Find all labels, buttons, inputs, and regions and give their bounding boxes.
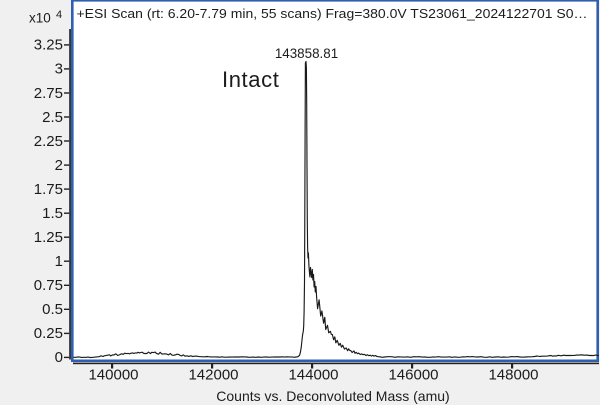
- svg-text:1: 1: [55, 253, 63, 270]
- svg-text:4: 4: [56, 9, 62, 21]
- svg-text:0: 0: [55, 349, 63, 366]
- svg-text:2.75: 2.75: [34, 85, 63, 102]
- svg-text:2.5: 2.5: [42, 109, 63, 126]
- svg-text:3: 3: [55, 61, 63, 78]
- svg-text:144000: 144000: [288, 367, 338, 384]
- svg-text:0.75: 0.75: [34, 277, 63, 294]
- svg-text:143858.81: 143858.81: [275, 46, 338, 61]
- svg-text:0.5: 0.5: [42, 301, 63, 318]
- svg-text:148000: 148000: [488, 367, 538, 384]
- svg-text:Intact: Intact: [222, 67, 279, 92]
- svg-text:Counts vs. Deconvoluted Mass (: Counts vs. Deconvoluted Mass (amu): [216, 388, 449, 404]
- svg-text:1.75: 1.75: [34, 181, 63, 198]
- svg-text:142000: 142000: [188, 367, 238, 384]
- svg-text:0.25: 0.25: [34, 325, 63, 342]
- svg-text:x10: x10: [29, 11, 51, 26]
- svg-text:2: 2: [55, 157, 63, 174]
- svg-text:3.25: 3.25: [34, 37, 63, 54]
- svg-text:1.25: 1.25: [34, 229, 63, 246]
- svg-text:146000: 146000: [388, 367, 438, 384]
- svg-text:+ESI Scan (rt: 6.20-7.79 min,: +ESI Scan (rt: 6.20-7.79 min, 55 scans) …: [77, 6, 588, 21]
- svg-text:140000: 140000: [88, 367, 138, 384]
- svg-text:1.5: 1.5: [42, 205, 63, 222]
- svg-text:2.25: 2.25: [34, 133, 63, 150]
